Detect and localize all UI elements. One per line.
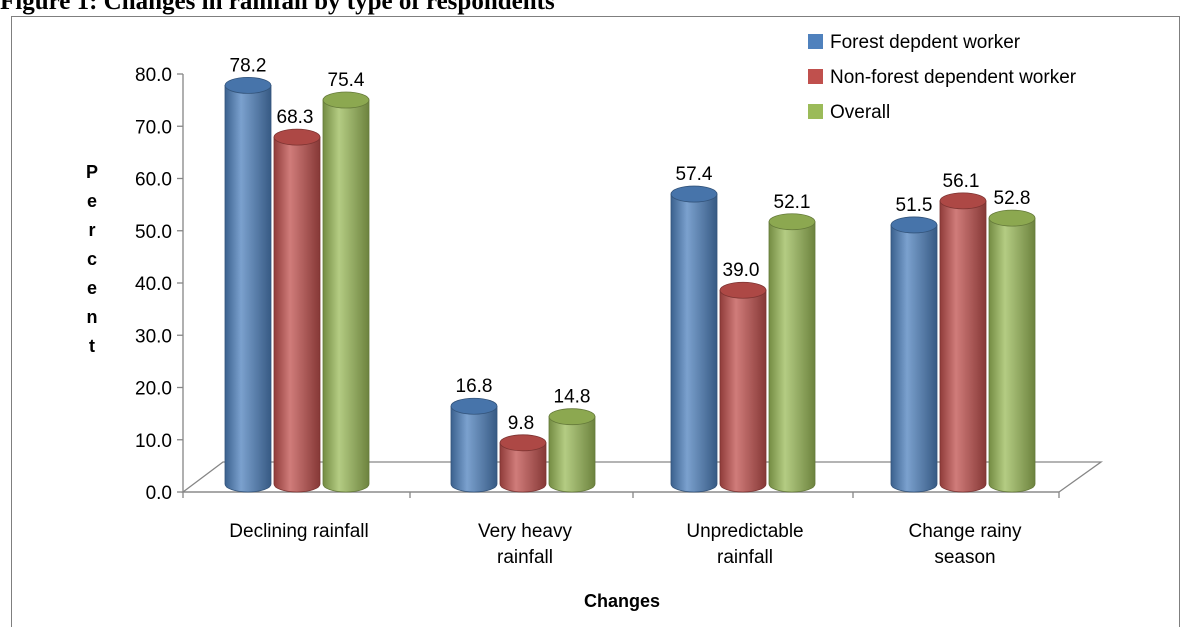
y-tick-label: 70.0 — [135, 117, 172, 138]
bar — [499, 434, 547, 493]
y-tick-label: 20.0 — [135, 379, 172, 400]
x-category-label: rainfall — [497, 547, 553, 568]
bar — [719, 281, 767, 493]
bar-top — [548, 408, 596, 426]
bar-body — [670, 193, 718, 493]
bar-body — [322, 99, 370, 493]
legend-swatch — [808, 69, 823, 84]
data-label: 16.8 — [456, 376, 493, 397]
bar-body — [450, 405, 498, 493]
bar — [939, 192, 987, 493]
y-axis-title-letter: e — [87, 278, 97, 298]
figure-caption: Figure 1: Changes in rainfall by type of… — [0, 0, 555, 15]
data-label: 56.1 — [943, 171, 980, 192]
y-axis-title-letter: P — [86, 162, 98, 182]
y-tick-label: 60.0 — [135, 170, 172, 191]
y-axis-title-letter: c — [87, 249, 97, 269]
y-axis-title-letter: n — [87, 307, 98, 327]
bar — [273, 128, 321, 493]
bar-body — [224, 85, 272, 493]
y-tick-label: 50.0 — [135, 222, 172, 243]
figure-caption-strip: Figure 1: Changes in rainfall by type of… — [0, 0, 1183, 16]
data-label: 57.4 — [676, 164, 713, 185]
data-label: 51.5 — [896, 195, 933, 216]
bar-body — [548, 416, 596, 493]
bar-body — [499, 442, 547, 493]
y-tick-label: 80.0 — [135, 65, 172, 86]
bar-body — [768, 221, 816, 493]
labels: 78.2 16.8 57.4 51.5 68.3 9.8 39.0 56.1 75.4 14.8 5… — [86, 55, 1031, 611]
legend-label: Non-forest dependent worker — [830, 67, 1077, 88]
bar — [548, 408, 596, 493]
bar — [450, 397, 498, 493]
data-label: 52.1 — [774, 192, 811, 213]
bar — [768, 213, 816, 493]
bar — [988, 209, 1036, 493]
data-label: 75.4 — [328, 70, 365, 91]
bar-top — [719, 281, 767, 299]
x-category-label: Declining rainfall — [229, 521, 368, 542]
y-axis-title-letter: e — [87, 191, 97, 211]
data-label: 9.8 — [508, 413, 534, 434]
bar — [322, 91, 370, 493]
bar — [670, 185, 718, 493]
bar-top — [939, 192, 987, 210]
bar-body — [988, 217, 1036, 493]
bar-top — [273, 128, 321, 146]
x-axis-title: Changes — [584, 591, 660, 611]
y-axis-title-letter: t — [89, 336, 95, 356]
bar-top — [988, 209, 1036, 227]
data-label: 52.8 — [994, 188, 1031, 209]
x-category-label: Very heavy — [478, 521, 572, 542]
x-category-label: Change rainy — [908, 521, 1022, 542]
y-tick-label: 30.0 — [135, 326, 172, 347]
data-label: 78.2 — [230, 55, 267, 76]
legend-swatch — [808, 104, 823, 119]
data-label: 14.8 — [554, 387, 591, 408]
bar-top — [768, 213, 816, 231]
legend-swatch — [808, 34, 823, 49]
data-label: 39.0 — [723, 260, 760, 281]
x-category-label: Unpredictable — [686, 521, 803, 542]
y-tick-label: 10.0 — [135, 431, 172, 452]
data-label: 68.3 — [277, 107, 314, 128]
legend-label: Overall — [830, 102, 890, 123]
y-tick-label: 0.0 — [146, 483, 172, 504]
bar-body — [719, 289, 767, 493]
x-category-label: rainfall — [717, 547, 773, 568]
bar-body — [939, 200, 987, 493]
bar-body — [273, 136, 321, 493]
bar-top — [670, 185, 718, 203]
bar-top — [450, 397, 498, 415]
legend-label: Forest depdent worker — [830, 32, 1021, 53]
bar — [224, 77, 272, 493]
bar-top — [499, 434, 547, 452]
bar-body — [890, 224, 938, 493]
bars — [224, 77, 1036, 493]
bar-top — [890, 216, 938, 234]
bar-top — [224, 77, 272, 94]
bar-top — [322, 91, 370, 109]
y-axis-title-letter: r — [88, 220, 95, 240]
x-category-label: season — [934, 547, 995, 568]
bar — [890, 216, 938, 493]
y-tick-label: 40.0 — [135, 274, 172, 295]
legend: Forest depdent worker Non-forest dependen… — [808, 32, 1077, 123]
chart-frame — [11, 16, 1180, 627]
